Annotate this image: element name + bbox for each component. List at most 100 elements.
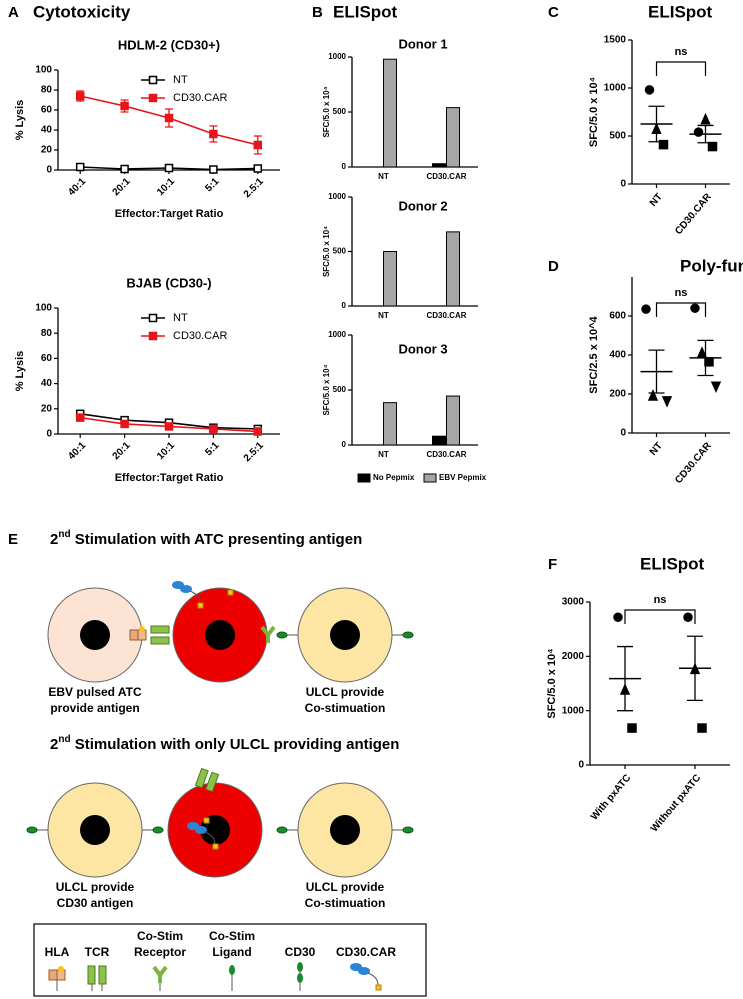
data-point — [253, 427, 263, 436]
legend-label: Receptor — [134, 945, 186, 959]
x-tick-label: 20:1 — [111, 176, 133, 198]
stimulation-title: 2nd Stimulation with only ULCL providing… — [50, 734, 399, 753]
x-tick-label: NT — [378, 311, 389, 320]
legend-label: EBV Pepmix — [439, 473, 487, 482]
x-tick-label: NT — [378, 450, 389, 459]
title-part: 2 — [50, 531, 58, 548]
y-tick-label: 40 — [41, 378, 53, 389]
data-point — [641, 304, 651, 314]
x-axis-label: Effector:Target Ratio — [115, 208, 224, 220]
x-tick-label: 5:1 — [203, 440, 221, 458]
legend-label: HLA — [45, 945, 70, 959]
nucleus — [330, 815, 360, 845]
y-tick-label: 40 — [41, 125, 53, 136]
y-axis-label: % Lysis — [14, 100, 26, 141]
x-tick-label: 2.5:1 — [242, 176, 266, 200]
title-part: Stimulation with ATC presenting antigen — [71, 531, 363, 548]
significance-label: ns — [675, 46, 688, 58]
x-tick-label: 2.5:1 — [242, 440, 266, 464]
legend-marker — [148, 313, 158, 323]
y-tick-label: 20 — [41, 145, 53, 156]
significance-label: ns — [654, 594, 667, 606]
data-point — [658, 139, 669, 150]
nucleus — [80, 815, 110, 845]
nucleus — [205, 620, 235, 650]
x-axis-label: Effector:Target Ratio — [115, 472, 224, 484]
y-axis-label: SFC/5.0 x 10⁴ — [588, 77, 600, 147]
cell-label: Co-stimuation — [305, 701, 386, 715]
y-tick-label: 100 — [35, 65, 52, 76]
car-domain — [375, 984, 382, 991]
y-axis-label: SFC/5.0 x 10⁴ — [546, 648, 558, 718]
bar — [383, 58, 397, 168]
data-point — [697, 723, 707, 733]
x-tick-label: NT — [378, 172, 389, 181]
sem-bar — [697, 339, 714, 377]
sem-bar — [617, 645, 633, 712]
title-part: 2 — [50, 736, 58, 753]
y-tick-label: 1000 — [328, 192, 346, 201]
bar — [383, 251, 397, 307]
panel-letter: B — [312, 4, 323, 21]
bar — [432, 163, 446, 168]
cell-label: ULCL provide — [306, 880, 385, 894]
tcr-chain — [150, 636, 170, 645]
data-point — [120, 101, 129, 111]
ligand — [402, 631, 414, 639]
significance-bracket — [624, 609, 696, 624]
significance-bracket — [655, 61, 707, 76]
cell-label: EBV pulsed ATC — [48, 685, 142, 699]
y-axis-label: SFC/5.0 x 10⁴ — [322, 226, 331, 277]
data-point — [253, 164, 263, 173]
car-stem — [204, 831, 216, 845]
legend-label: CD30.CAR — [173, 330, 227, 342]
x-tick-label: CD30.CAR — [426, 311, 466, 320]
x-tick-label: 40:1 — [66, 440, 88, 462]
cd30 — [297, 962, 303, 972]
legend-label: TCR — [85, 945, 110, 959]
x-tick-label: 10:1 — [155, 176, 177, 198]
antigen — [139, 626, 145, 632]
data-point — [209, 424, 218, 434]
y-tick-label: 1000 — [328, 52, 346, 61]
data-point — [696, 346, 708, 358]
cell-label: CD30 antigen — [57, 896, 134, 910]
bar — [446, 231, 460, 307]
y-tick-label: 1000 — [562, 705, 585, 716]
data-point — [693, 127, 704, 137]
nucleus — [330, 620, 360, 650]
y-axis-label: SFC/2.5 x 10^4 — [588, 315, 600, 393]
y-tick-label: 0 — [342, 440, 347, 449]
y-tick-label: 0 — [342, 301, 347, 310]
hla — [129, 629, 139, 641]
panel-letter: D — [548, 258, 559, 275]
cell-label: Co-stimuation — [305, 896, 386, 910]
y-tick-label: 500 — [609, 131, 626, 142]
tcr-chain — [150, 625, 170, 634]
y-tick-label: 3000 — [562, 597, 585, 608]
tcr-chain — [194, 767, 209, 789]
chart-title: Donor 2 — [398, 198, 447, 213]
legend-swatch — [357, 473, 371, 483]
y-tick-label: 500 — [333, 107, 347, 116]
y-tick-label: 2000 — [562, 651, 585, 662]
ligand — [26, 826, 38, 834]
chart-title: ELISpot — [640, 554, 705, 573]
data-point — [690, 303, 700, 313]
car-scfv — [180, 585, 192, 593]
data-point — [707, 141, 718, 152]
y-tick-label: 0 — [46, 165, 52, 176]
co-stim-receptor — [152, 965, 168, 983]
legend-marker — [148, 331, 158, 341]
sem-bar — [687, 635, 703, 701]
title-part: nd — [58, 734, 70, 745]
section-title: Cytotoxicity — [33, 2, 131, 21]
legend-box — [33, 923, 427, 997]
data-point — [164, 113, 174, 123]
cell-label: ULCL provide — [306, 685, 385, 699]
legend-label: NT — [173, 312, 188, 324]
ligand — [402, 826, 414, 834]
legend-swatch — [423, 473, 437, 483]
data-point — [209, 129, 218, 139]
tcr-chain — [98, 965, 107, 985]
